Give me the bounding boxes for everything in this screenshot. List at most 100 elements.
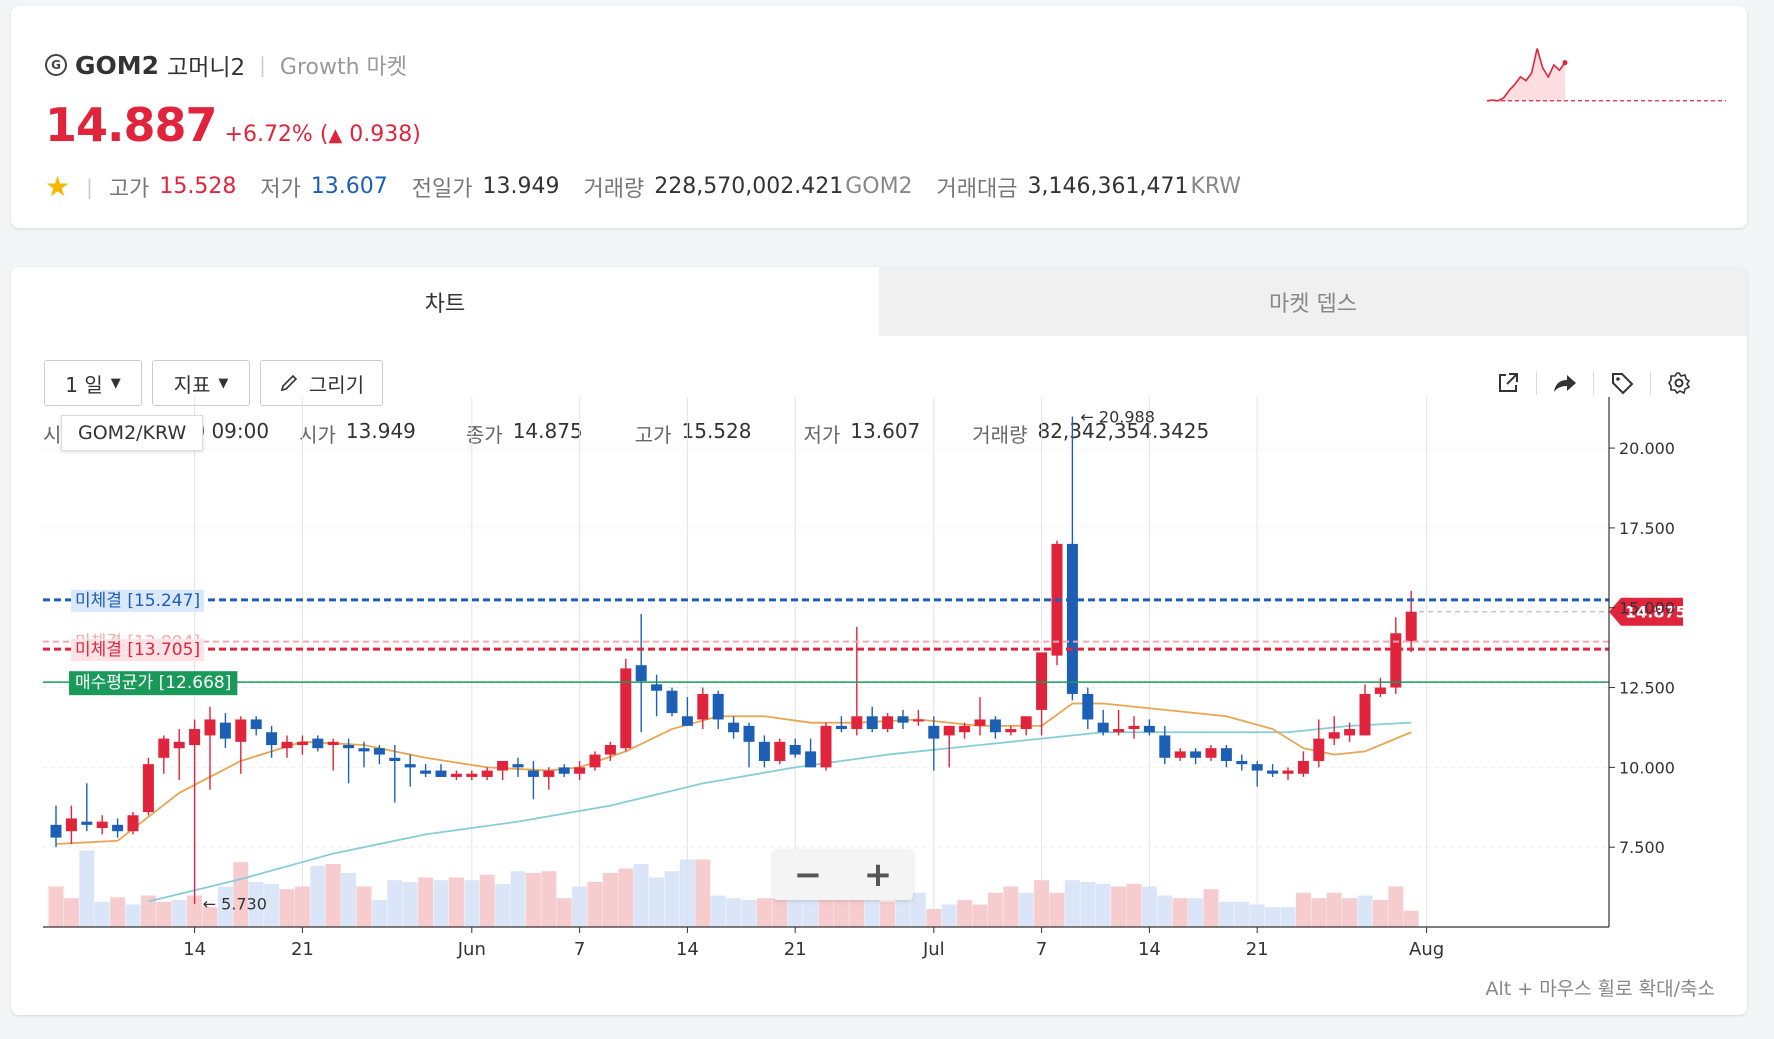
divider [1593, 371, 1594, 395]
low-label: 저가 [260, 176, 301, 202]
volume-bar [756, 898, 772, 927]
volume-bar [1388, 886, 1404, 927]
change-open-paren: ( [319, 122, 329, 147]
prev-close-value: 13.949 [482, 174, 560, 199]
order-label: 미체결 [13.705] [75, 640, 200, 660]
candle [373, 748, 385, 755]
candle [527, 770, 539, 777]
volume-bar [649, 877, 665, 927]
close-value: 14.875 [512, 419, 583, 443]
volume-bar [572, 886, 588, 927]
volume-bar [1234, 901, 1250, 927]
candle [1297, 760, 1309, 774]
x-tick-label: 21 [784, 939, 807, 960]
candle [882, 716, 894, 730]
volume-bar [264, 883, 280, 927]
draw-button[interactable]: 그리기 [260, 360, 383, 406]
volume-bar [1357, 895, 1373, 927]
candle [543, 770, 555, 777]
volume-bar [957, 900, 973, 927]
popout-icon[interactable] [1490, 365, 1526, 401]
low-value: 13.607 [850, 419, 921, 443]
candle [1036, 652, 1048, 710]
volume-bar [187, 895, 203, 927]
candle [450, 773, 462, 777]
volume-bar [1003, 886, 1019, 927]
tab-chart[interactable]: 차트 [11, 267, 879, 336]
interval-dropdown[interactable]: 1 일 ▼ [44, 360, 142, 406]
volume-bar [787, 900, 803, 927]
candle [943, 725, 955, 736]
candle [604, 745, 616, 755]
volume-bar [1326, 892, 1342, 927]
candle [312, 738, 324, 749]
volume-bar [433, 880, 449, 927]
sparkline-last-point [1562, 60, 1568, 66]
candle [789, 745, 801, 755]
x-tick-label: 7 [574, 939, 585, 960]
candle [50, 824, 62, 838]
current-price-tag [1609, 597, 1683, 626]
volume-bar [695, 859, 711, 927]
candle [96, 821, 108, 829]
tab-market-depth[interactable]: 마켓 뎁스 [879, 267, 1747, 336]
candle [989, 719, 1001, 733]
volume-bar [741, 900, 757, 927]
zoom-in-button[interactable]: + [863, 855, 893, 895]
candle [1190, 751, 1202, 758]
volume-bar [679, 859, 695, 927]
candle [635, 665, 647, 682]
volume-bar [94, 901, 110, 927]
x-tick-label: 7 [1036, 939, 1047, 960]
zoom-hint: Alt + 마우스 휠로 확대/축소 [1485, 978, 1715, 1000]
current-price: 14.887 [45, 98, 218, 152]
volume-bar [1280, 907, 1296, 927]
y-tick-label: 20.000 [1619, 439, 1675, 458]
candle [974, 719, 986, 726]
candle [81, 821, 93, 825]
candle [1267, 770, 1279, 774]
volume-bar [941, 904, 957, 927]
candle [589, 754, 601, 768]
volume-bar [541, 871, 557, 927]
candle [743, 725, 755, 742]
candle [497, 760, 509, 771]
high-value: 15.528 [681, 419, 752, 443]
settings-gear-icon[interactable] [1661, 365, 1697, 401]
candle [1328, 732, 1340, 739]
volume-bar [325, 864, 341, 927]
max-price-annotation: ← 20.988 [1080, 408, 1154, 427]
tag-icon[interactable] [1604, 365, 1640, 401]
favorite-star-icon[interactable]: ★ [45, 170, 71, 203]
y-tick-label: 12.500 [1619, 679, 1675, 698]
candle [1251, 764, 1263, 771]
change-percent: +6.72% [224, 122, 313, 147]
y-tick-label: 17.500 [1619, 519, 1675, 538]
candle [574, 767, 586, 774]
volume-bar [1080, 882, 1096, 927]
candlestick-chart[interactable]: 미체결 [13.894]미체결 [15.247]미체결 [13.705]매수평균… [11, 267, 1747, 1015]
candle [805, 751, 817, 768]
candle [820, 725, 832, 768]
volume-bar [710, 895, 726, 927]
candle [959, 725, 971, 733]
min-price-annotation: ← 5.730 [203, 895, 267, 914]
volume-bar [1064, 880, 1080, 927]
candle [1174, 751, 1186, 758]
volume-label: 거래량 [972, 423, 1028, 447]
draw-label: 그리기 [308, 372, 365, 397]
volume-bar [1126, 883, 1142, 927]
zoom-out-button[interactable]: − [793, 855, 823, 895]
volume-bar [356, 886, 372, 927]
up-arrow-icon: ▲ [328, 125, 343, 146]
candle [481, 770, 493, 777]
indicators-dropdown[interactable]: 지표 ▼ [152, 360, 250, 406]
market-label: Growth 마켓 [279, 55, 408, 80]
x-tick-label: 14 [676, 939, 699, 960]
candle [851, 716, 863, 730]
volume-bar [448, 877, 464, 927]
ma-short-line [55, 702, 1412, 845]
share-icon[interactable] [1547, 365, 1583, 401]
volume-bar [79, 850, 95, 927]
volume-bar [587, 882, 603, 927]
